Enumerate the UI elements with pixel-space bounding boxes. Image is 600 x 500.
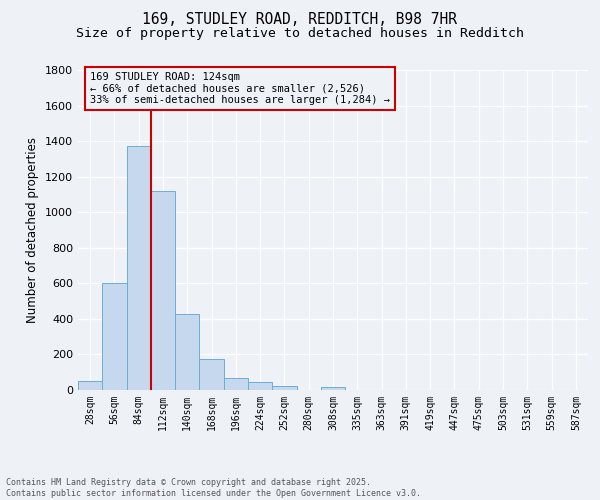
Text: 169 STUDLEY ROAD: 124sqm
← 66% of detached houses are smaller (2,526)
33% of sem: 169 STUDLEY ROAD: 124sqm ← 66% of detach… xyxy=(90,72,390,105)
Bar xyxy=(102,284,127,390)
Text: Size of property relative to detached houses in Redditch: Size of property relative to detached ho… xyxy=(76,28,524,40)
Text: 169, STUDLEY ROAD, REDDITCH, B98 7HR: 169, STUDLEY ROAD, REDDITCH, B98 7HR xyxy=(143,12,458,26)
Bar xyxy=(78,381,102,390)
Bar xyxy=(151,191,175,390)
Text: Contains HM Land Registry data © Crown copyright and database right 2025.
Contai: Contains HM Land Registry data © Crown c… xyxy=(6,478,421,498)
Bar xyxy=(248,382,272,390)
Y-axis label: Number of detached properties: Number of detached properties xyxy=(26,137,40,323)
Bar xyxy=(175,314,199,390)
Bar xyxy=(224,378,248,390)
Bar xyxy=(199,359,224,390)
Bar xyxy=(272,386,296,390)
Bar xyxy=(321,388,345,390)
Bar xyxy=(127,146,151,390)
